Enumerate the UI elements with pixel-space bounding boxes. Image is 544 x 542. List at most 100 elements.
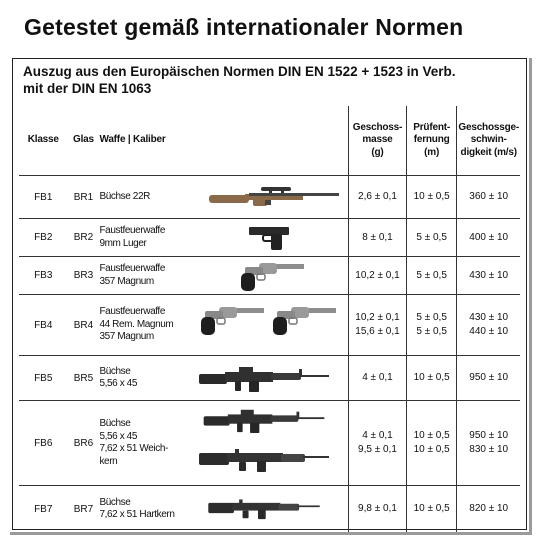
cell-glas: BR2 bbox=[67, 218, 100, 257]
cell-klasse: FB2 bbox=[19, 218, 68, 257]
cell-entfernung: 10 ± 0,5 bbox=[405, 355, 457, 401]
cell-entfernung: 10 ± 0,5 bbox=[405, 485, 457, 532]
cell-entfernung-value: 10 ± 0,5 bbox=[413, 372, 450, 383]
header-geschw-l1: Geschossge- bbox=[458, 121, 519, 133]
waffe-line: 5,56 x 45 bbox=[99, 378, 137, 389]
header-masse: Geschoss- masse (g) bbox=[348, 106, 407, 176]
table-row: FB7 BR7 Büchse 7,62 x 51 Hartkern 9,8 ± 0,1 1… bbox=[19, 485, 520, 532]
waffe-cell-content: Büchse 7,62 x 51 Hartkern bbox=[99, 486, 348, 532]
cell-geschwindigkeit-value: 360 ± 10 bbox=[469, 191, 509, 202]
cell-geschwindigkeit-value: 950 ± 10 bbox=[469, 430, 509, 441]
cell-masse: 9,8 ± 0,1 bbox=[348, 485, 407, 532]
table-row: FB5 BR5 Büchse 5,56 x 45 4 ± 0,1 10 ± 0,5 950 … bbox=[19, 355, 520, 401]
cell-masse: 4 ± 0,1 bbox=[348, 355, 407, 401]
cell-waffe: Faustfeuerwaffe 9mm Luger bbox=[99, 218, 349, 257]
header-entf-l1: Prüfent- bbox=[413, 121, 450, 133]
cell-geschwindigkeit: 820 ± 10 bbox=[456, 485, 520, 532]
cell-masse: 10,2 ± 0,1 bbox=[348, 256, 407, 295]
waffe-cell-content: Faustfeuerwaffe 44 Rem. Magnum 357 Magnum bbox=[99, 295, 348, 355]
header-masse-l2: masse bbox=[362, 134, 393, 146]
cell-geschwindigkeit: 950 ± 10 830 ± 10 bbox=[456, 400, 520, 486]
cell-klasse: FB7 bbox=[19, 485, 68, 532]
cell-waffe: Büchse 5,56 x 45 bbox=[99, 355, 349, 401]
table-row: FB4 BR4 Faustfeuerwaffe 44 Rem. Magnum 357 M… bbox=[19, 294, 520, 356]
battle-rifle-icon bbox=[199, 445, 330, 473]
waffe-line: Büchse bbox=[99, 365, 131, 377]
cell-masse-value: 4 ± 0,1 bbox=[362, 372, 393, 383]
waffe-text: Faustfeuerwaffe 44 Rem. Magnum 357 Magnum bbox=[99, 306, 173, 344]
table-header-row: Klasse Glas Waffe | Kaliber Geschoss- ma… bbox=[19, 106, 520, 176]
waffe-cell-content: Faustfeuerwaffe 357 Magnum bbox=[99, 257, 348, 294]
norms-table: Klasse Glas Waffe | Kaliber Geschoss- ma… bbox=[19, 106, 520, 532]
cell-glas: BR1 bbox=[67, 175, 100, 219]
cell-masse: 8 ± 0,1 bbox=[348, 218, 407, 257]
cell-masse-value: 10,2 ± 0,1 bbox=[355, 312, 400, 323]
page-title: Getestet gemäß internationaler Normen bbox=[24, 14, 464, 40]
rifle-scope-icon bbox=[209, 186, 340, 208]
cell-geschwindigkeit: 950 ± 10 bbox=[456, 355, 520, 401]
waffe-line: 5,56 x 45 bbox=[99, 430, 137, 442]
header-klasse: Klasse bbox=[27, 134, 59, 146]
cell-waffe: Büchse 7,62 x 51 Hartkern bbox=[99, 485, 349, 532]
cell-masse-value: 4 ± 0,1 bbox=[362, 430, 393, 441]
revolver-icon bbox=[239, 261, 305, 291]
waffe-text: Büchse 5,56 x 45 7,62 x 51 Weich-kern bbox=[99, 418, 168, 468]
waffe-cell-content: Büchse 5,56 x 45 bbox=[99, 356, 348, 400]
cell-entfernung: 10 ± 0,5 bbox=[405, 175, 457, 219]
header-waffe: Waffe | Kaliber bbox=[99, 134, 166, 146]
cell-entfernung-value: 10 ± 0,5 bbox=[413, 444, 450, 455]
cell-entfernung-value: 10 ± 0,5 bbox=[413, 191, 450, 202]
waffe-text: Faustfeuerwaffe 9mm Luger bbox=[99, 225, 165, 250]
cell-klasse: FB3 bbox=[19, 256, 68, 295]
cell-entfernung: 5 ± 0,5 bbox=[405, 256, 457, 295]
cell-glas: BR4 bbox=[67, 294, 100, 356]
header-glas: Glas bbox=[73, 134, 94, 146]
header-entf-l2: fernung bbox=[413, 134, 450, 146]
waffe-line: 357 Magnum bbox=[99, 275, 154, 287]
waffe-cell-content: Faustfeuerwaffe 9mm Luger bbox=[99, 219, 348, 256]
cell-entfernung-value: 10 ± 0,5 bbox=[413, 503, 450, 514]
cell-entfernung-value: 5 ± 0,5 bbox=[416, 231, 447, 243]
revolver-icon bbox=[271, 303, 337, 337]
cell-glas: BR5 bbox=[67, 355, 100, 401]
cell-masse: 10,2 ± 0,1 15,6 ± 0,1 bbox=[348, 294, 407, 356]
table-row: FB3 BR3 Faustfeuerwaffe 357 Magnum 10,2 ± 0,… bbox=[19, 256, 520, 295]
table-row: FB2 BR2 Faustfeuerwaffe 9mm Luger 8 ± 0,1 5 ±… bbox=[19, 218, 520, 257]
cell-glas: BR6 bbox=[67, 400, 100, 486]
waffe-line: Büchse 22R bbox=[99, 190, 150, 202]
waffe-line: kern bbox=[99, 455, 118, 467]
waffe-line: 44 Rem. Magnum bbox=[99, 318, 174, 330]
waffe-cell-content: Büchse 5,56 x 45 7,62 x 51 Weich-kern bbox=[99, 401, 348, 485]
waffe-line: Faustfeuerwaffe bbox=[99, 306, 165, 318]
cell-entfernung: 10 ± 0,5 10 ± 0,5 bbox=[405, 400, 457, 486]
cell-geschwindigkeit-value: 430 ± 10 bbox=[469, 269, 509, 281]
waffe-text: Büchse 22R bbox=[99, 190, 150, 204]
cell-geschwindigkeit: 400 ± 10 bbox=[456, 218, 520, 257]
subtitle-line-1: Auszug aus den Europäischen Normen DIN E… bbox=[23, 64, 456, 79]
cell-geschwindigkeit-value: 430 ± 10 bbox=[469, 312, 509, 323]
cell-geschwindigkeit-value: 820 ± 10 bbox=[469, 503, 509, 514]
revolver-icon bbox=[199, 303, 265, 337]
waffe-text: Büchse 7,62 x 51 Hartkern bbox=[99, 497, 174, 522]
waffe-line: 9mm Luger bbox=[99, 237, 147, 249]
cell-glas: BR3 bbox=[67, 256, 100, 295]
assault-rifle-icon bbox=[199, 407, 329, 433]
cell-geschwindigkeit: 430 ± 10 bbox=[456, 256, 520, 295]
norms-box: Auszug aus den Europäischen Normen DIN E… bbox=[12, 58, 527, 532]
cell-entfernung: 5 ± 0,5 5 ± 0,5 bbox=[405, 294, 457, 356]
header-geschwindigkeit: Geschossge- schwin- digkeit (m/s) bbox=[456, 106, 520, 176]
cell-masse-value: 8 ± 0,1 bbox=[362, 231, 393, 243]
cell-entfernung: 5 ± 0,5 bbox=[405, 218, 457, 257]
cell-klasse: FB1 bbox=[19, 175, 68, 219]
cell-geschwindigkeit-value: 950 ± 10 bbox=[469, 372, 509, 383]
header-masse-l3: (g) bbox=[371, 146, 384, 158]
cell-waffe: Faustfeuerwaffe 357 Magnum bbox=[99, 256, 349, 295]
cell-masse-value: 9,8 ± 0,1 bbox=[358, 503, 397, 514]
cell-waffe: Faustfeuerwaffe 44 Rem. Magnum 357 Magnum bbox=[99, 294, 349, 356]
cell-geschwindigkeit-value: 830 ± 10 bbox=[469, 444, 509, 455]
table-row: FB6 BR6 Büchse 5,56 x 45 7,62 x 51 Weich-ker… bbox=[19, 400, 520, 486]
header-entfernung: Prüfent- fernung (m) bbox=[405, 106, 457, 176]
cell-geschwindigkeit-value: 400 ± 10 bbox=[469, 231, 509, 243]
cell-klasse: FB4 bbox=[19, 294, 68, 356]
